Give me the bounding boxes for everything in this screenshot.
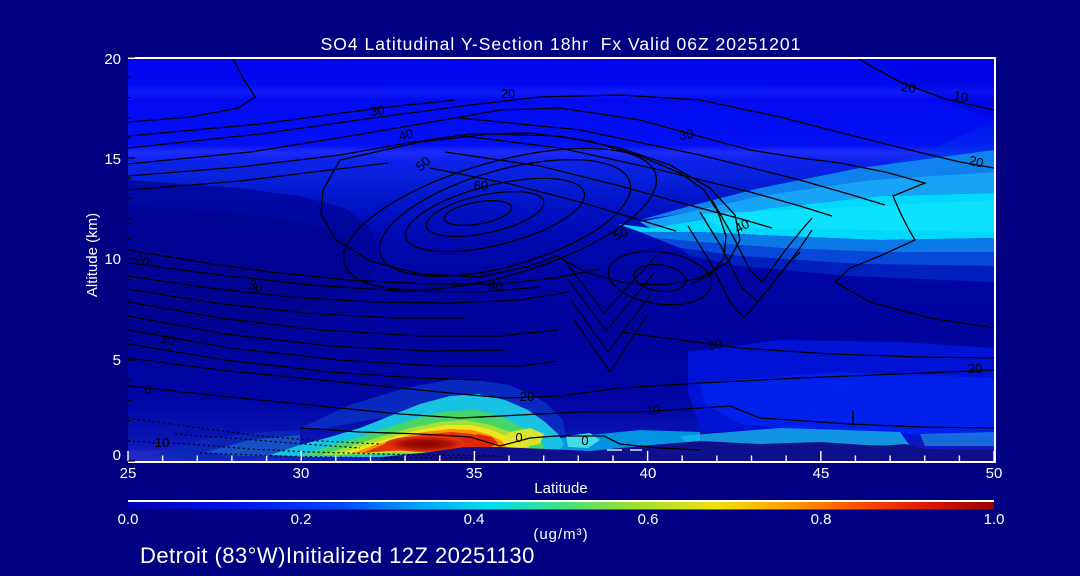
svg-text:Altitude (km): Altitude (km) (84, 213, 101, 297)
svg-text:-10: -10 (151, 435, 170, 450)
svg-text:SO4 Latitudinal Y-Section 18hr: SO4 Latitudinal Y-Section 18hr Fx Valid … (321, 34, 802, 54)
svg-text:40: 40 (487, 277, 504, 294)
svg-text:60: 60 (474, 178, 488, 193)
svg-text:5: 5 (113, 352, 121, 369)
svg-text:30: 30 (246, 276, 265, 296)
svg-text:0: 0 (144, 382, 151, 397)
svg-text:20: 20 (968, 361, 982, 376)
svg-text:10: 10 (952, 88, 969, 105)
svg-text:0.2: 0.2 (291, 511, 312, 528)
svg-text:20: 20 (520, 389, 534, 404)
svg-text:30: 30 (706, 336, 724, 354)
svg-text:50: 50 (611, 224, 630, 243)
svg-text:20: 20 (967, 153, 985, 171)
svg-text:40: 40 (732, 216, 752, 236)
svg-text:50: 50 (986, 465, 1003, 482)
svg-text:35: 35 (466, 465, 483, 482)
svg-text:Detroit (83°W)Initialized 12Z: Detroit (83°W)Initialized 12Z 20251130 (140, 543, 535, 568)
svg-text:0.8: 0.8 (811, 511, 832, 528)
svg-text:0: 0 (581, 433, 588, 448)
svg-text:40: 40 (397, 126, 415, 144)
svg-text:0.4: 0.4 (464, 511, 485, 528)
svg-text:30: 30 (369, 102, 386, 119)
svg-text:20: 20 (133, 251, 151, 270)
svg-text:(ug/m³): (ug/m³) (533, 526, 588, 543)
svg-text:30: 30 (678, 126, 694, 143)
svg-text:0.6: 0.6 (638, 511, 659, 528)
svg-text:40: 40 (640, 465, 657, 482)
svg-text:10: 10 (104, 251, 121, 268)
svg-text:15: 15 (104, 151, 121, 168)
svg-text:25: 25 (120, 465, 137, 482)
svg-text:0: 0 (113, 447, 121, 464)
svg-text:30: 30 (293, 465, 310, 482)
svg-text:Latitude: Latitude (534, 480, 587, 497)
svg-text:20: 20 (501, 86, 515, 101)
svg-text:10: 10 (646, 402, 660, 417)
svg-text:10: 10 (159, 331, 176, 349)
svg-text:45: 45 (813, 465, 830, 482)
svg-text:20: 20 (900, 79, 916, 96)
svg-text:20: 20 (104, 51, 121, 68)
svg-text:0: 0 (515, 430, 522, 445)
svg-text:0.0: 0.0 (118, 511, 139, 528)
svg-text:1.0: 1.0 (984, 511, 1005, 528)
